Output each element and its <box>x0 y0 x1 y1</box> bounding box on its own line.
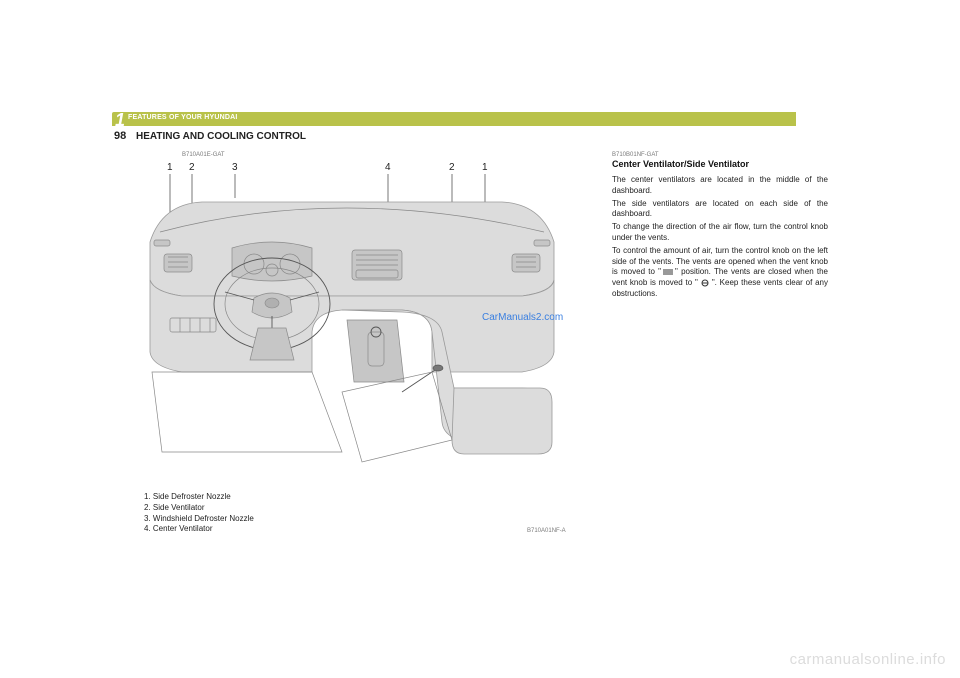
figure-ref-code: B710A01E-GAT <box>182 152 225 158</box>
chapter-title: FEATURES OF YOUR HYUNDAI <box>128 114 238 121</box>
right-body-text: The center ventilators are located in th… <box>612 175 828 300</box>
manual-page: 1 FEATURES OF YOUR HYUNDAI 98 HEATING AN… <box>112 112 848 537</box>
vent-closed-icon <box>699 279 711 287</box>
callout-1b: 1 <box>482 162 488 173</box>
right-ref-code: B710B01NF-GAT <box>612 152 828 158</box>
callout-4: 4 <box>385 162 391 173</box>
legend-item-3: 3. Windshield Defroster Nozzle <box>144 514 254 525</box>
callout-2a: 2 <box>189 162 195 173</box>
figure-code: B710A01NF-A <box>527 528 566 534</box>
callout-3: 3 <box>232 162 238 173</box>
dashboard-illustration <box>142 192 562 482</box>
vent-open-icon <box>662 268 674 276</box>
chapter-number: 1 <box>115 110 125 131</box>
section-tab: HEATING AND COOLING CONTROL <box>130 127 390 145</box>
legend-item-4: 4. Center Ventilator <box>144 524 254 535</box>
figure-watermark: CarManuals2.com <box>482 312 563 323</box>
figure-legend: 1. Side Defroster Nozzle 2. Side Ventila… <box>144 492 254 535</box>
legend-item-1: 1. Side Defroster Nozzle <box>144 492 254 503</box>
callout-1a: 1 <box>167 162 173 173</box>
legend-item-2: 2. Side Ventilator <box>144 503 254 514</box>
right-p1: The center ventilators are located in th… <box>612 175 828 195</box>
right-p3: To change the direction of the air flow,… <box>612 222 828 242</box>
right-title: Center Ventilator/Side Ventilator <box>612 159 828 169</box>
callout-2b: 2 <box>449 162 455 173</box>
footer-watermark: carmanualsonline.info <box>790 651 946 668</box>
right-column: B710B01NF-GAT Center Ventilator/Side Ven… <box>612 152 828 300</box>
section-title: HEATING AND COOLING CONTROL <box>136 131 306 142</box>
right-p2: The side ventilators are located on each… <box>612 199 828 219</box>
chapter-header-bar: 1 FEATURES OF YOUR HYUNDAI <box>112 112 796 126</box>
page-number: 98 <box>114 130 126 142</box>
